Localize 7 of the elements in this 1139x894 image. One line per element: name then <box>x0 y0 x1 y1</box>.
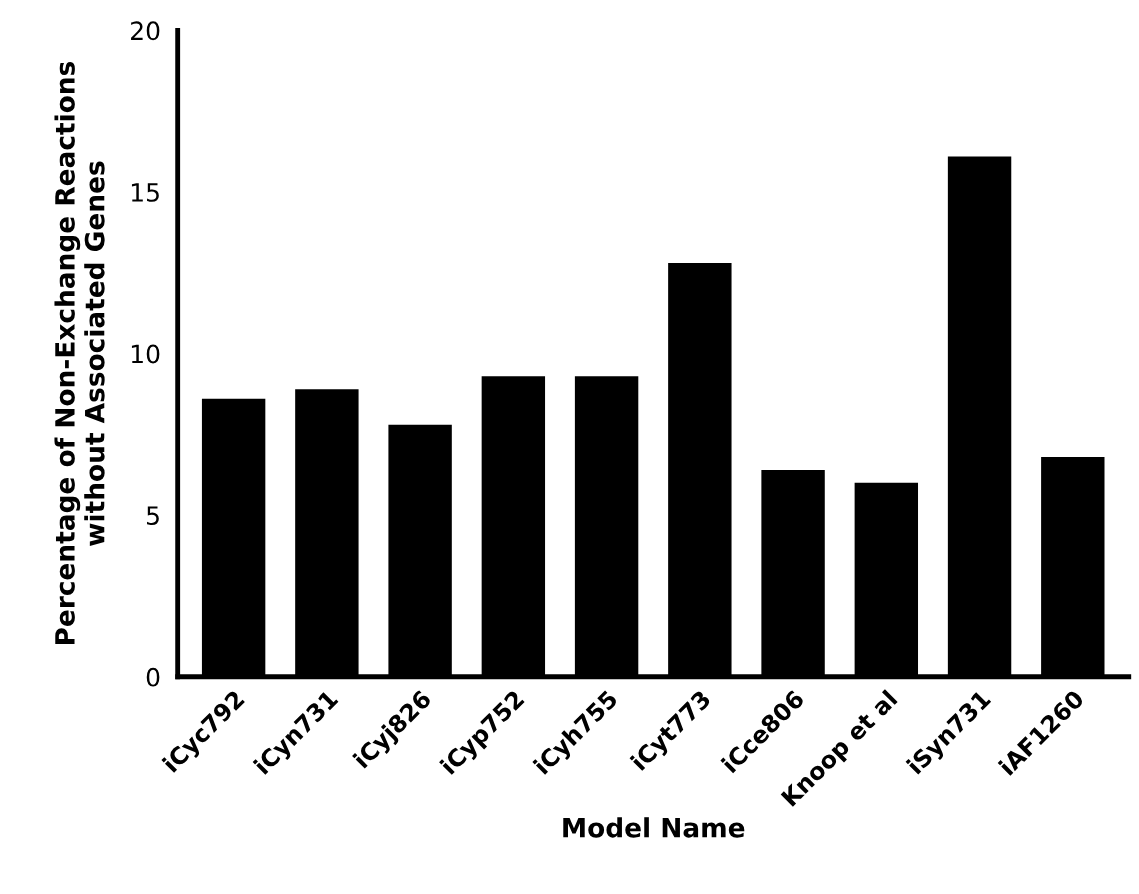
y-axis-title: Percentage of Non-Exchange Reactions without Associated Genes <box>54 61 105 645</box>
y-tick-label: 15 <box>131 183 159 202</box>
y-tick-label: 5 <box>147 506 159 526</box>
y-tick-label: 0 <box>146 667 160 687</box>
y-tick-label: 20 <box>131 21 160 41</box>
x-axis-title: Model Name <box>563 817 745 838</box>
y-tick-label: 10 <box>131 344 160 364</box>
